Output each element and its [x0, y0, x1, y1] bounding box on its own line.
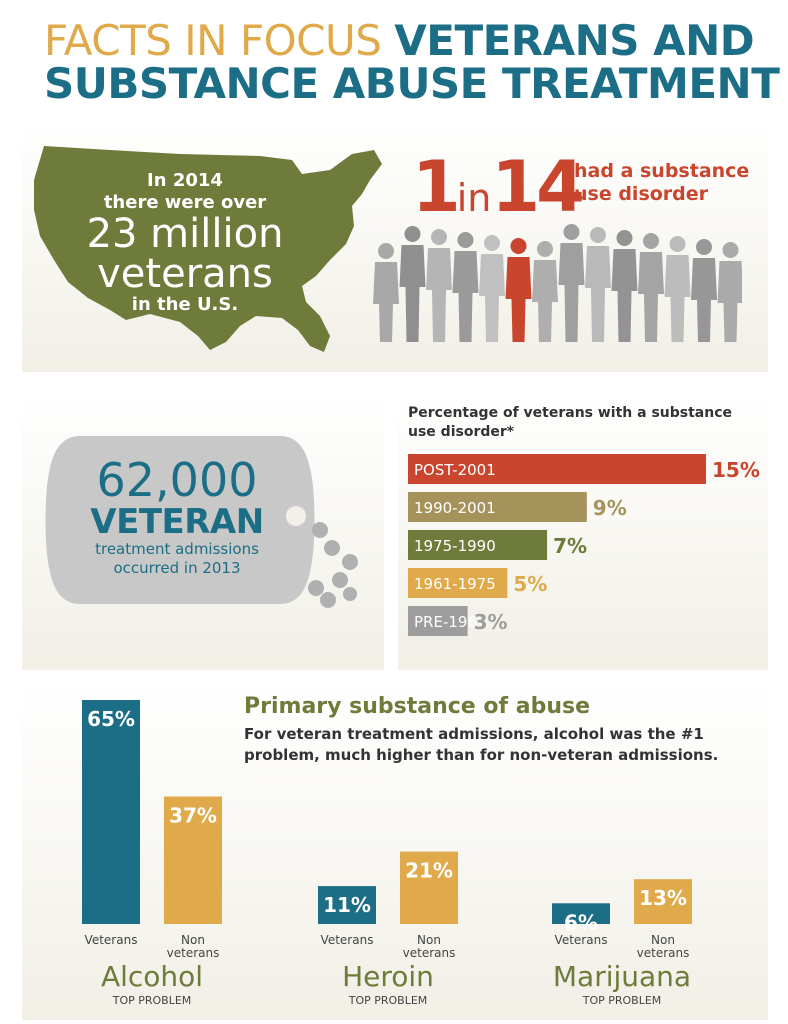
- veterans-year: In 2014: [147, 170, 223, 191]
- admissions-line2: occurred in 2013: [113, 559, 241, 577]
- title-main-line2: SUBSTANCE ABUSE TREATMENT: [44, 59, 780, 108]
- admissions-number: 62,000: [96, 453, 258, 507]
- veterans-lead: there were over: [103, 192, 267, 213]
- person-icon: [452, 232, 479, 342]
- person-icon: [426, 229, 452, 342]
- series-label: Veterans: [321, 933, 374, 947]
- substance-category-label: Heroin: [342, 960, 434, 993]
- people-silhouettes-icon: [373, 224, 742, 342]
- substance-category-label: Marijuana: [553, 960, 691, 993]
- series-label: Veterans: [85, 933, 138, 947]
- era-bar-value: 9%: [593, 496, 627, 520]
- era-bar-value: 15%: [712, 458, 760, 482]
- primary-subtitle: For veteran treatment admissions, alcoho…: [244, 725, 719, 764]
- substance-bar-value: 11%: [323, 893, 371, 917]
- era-bar: [408, 530, 548, 560]
- person-icon: [585, 227, 611, 342]
- substance-bar-value: 65%: [87, 707, 135, 731]
- ratio-description: had a substance use disorder: [574, 160, 750, 205]
- era-bar: [408, 568, 508, 598]
- person-icon: [638, 233, 664, 342]
- era-bar-value: 7%: [553, 534, 587, 558]
- substance-bar: [552, 903, 610, 924]
- era-bar-value: 3%: [474, 610, 508, 634]
- top-problem-label: TOP PROBLEM: [582, 994, 662, 1007]
- person-icon: [558, 224, 585, 342]
- admissions-line1: treatment admissions: [95, 540, 259, 558]
- primary-title: Primary substance of abuse: [244, 694, 590, 719]
- person-icon: [664, 236, 691, 342]
- person-icon: [399, 226, 426, 342]
- top-problem-label: TOP PROBLEM: [348, 994, 428, 1007]
- era-bar-chart: POST-2001 15% 1990-2001 9% 1975-1990 7% 1961-1…: [408, 454, 760, 636]
- series-label: veterans: [167, 946, 220, 960]
- substance-bar-value: 21%: [405, 859, 453, 883]
- dog-tag-icon: [45, 436, 358, 608]
- substance-bar: [400, 851, 458, 924]
- substance-bar: [164, 796, 222, 924]
- admissions-statistic: 62,000 VETERAN treatment admissions occu…: [66, 456, 288, 578]
- person-icon: [691, 239, 717, 342]
- era-bar-label: POST-2001: [414, 461, 496, 479]
- veterans-location: in the U.S.: [131, 294, 239, 315]
- title-prefix: FACTS IN FOCUS: [44, 16, 382, 65]
- series-label: veterans: [637, 946, 690, 960]
- era-bar-value: 5%: [513, 572, 547, 596]
- substance-bar-value: 13%: [639, 886, 687, 910]
- era-bar: [408, 606, 468, 636]
- person-highlight-icon: [505, 238, 532, 342]
- veterans-number: 23 million: [86, 211, 284, 257]
- veterans-unit: veterans: [97, 251, 273, 297]
- era-bar-label: 1990-2001: [414, 499, 496, 517]
- substance-bar: [82, 700, 140, 924]
- era-bar-label: 1961-1975: [414, 575, 496, 593]
- substance-bar: [318, 886, 376, 924]
- series-label: Non: [417, 933, 441, 947]
- series-label: Non: [651, 933, 675, 947]
- ratio-numerator: 1: [412, 146, 461, 228]
- series-label: Non: [181, 933, 205, 947]
- person-icon: [532, 241, 558, 342]
- person-icon: [717, 242, 742, 342]
- ratio-denominator: 14: [491, 146, 584, 228]
- top-problem-label: TOP PROBLEM: [112, 994, 192, 1007]
- era-chart-title: Percentage of veterans with a substance …: [408, 405, 733, 440]
- era-bar-label: 1975-1990: [414, 537, 496, 555]
- person-icon: [611, 230, 638, 342]
- substance-bar: [634, 879, 692, 924]
- ratio-statistic: 1in14: [412, 152, 585, 222]
- series-label: veterans: [403, 946, 456, 960]
- ratio-connector: in: [456, 176, 492, 220]
- us-map-icon: [34, 146, 382, 352]
- primary-substance-panel: [22, 684, 768, 1020]
- title-main-line1: VETERANS AND: [394, 16, 755, 65]
- era-bar: [408, 492, 587, 522]
- era-bar-label: PRE-1961: [414, 613, 487, 631]
- era-bar: [408, 454, 706, 484]
- person-icon: [479, 235, 505, 342]
- substance-bar-value: 6%: [564, 910, 598, 934]
- series-label: Veterans: [555, 933, 608, 947]
- page-title: FACTS IN FOCUS VETERANS AND SUBSTANCE AB…: [44, 20, 780, 108]
- veterans-total: In 2014 there were over 23 million veter…: [60, 170, 310, 316]
- substance-bar-value: 37%: [169, 803, 217, 827]
- person-icon: [373, 243, 399, 342]
- substance-category-label: Alcohol: [101, 960, 203, 993]
- admissions-label: VETERAN: [90, 502, 264, 542]
